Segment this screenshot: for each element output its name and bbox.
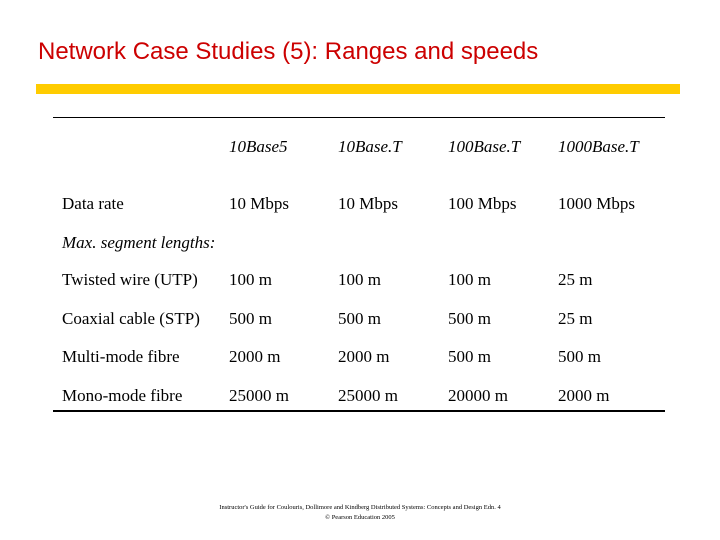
table-cell: 100 m: [448, 270, 491, 289]
section-label-max-segment-lengths: Max. segment lengths:: [62, 233, 216, 252]
table-cell: 500 m: [558, 347, 601, 366]
table-cell: 25 m: [558, 270, 593, 289]
data-rate-cell: 100 Mbps: [448, 194, 517, 213]
row-label-multi-mode-fibre: Multi-mode fibre: [62, 347, 180, 366]
table-cell: 500 m: [338, 309, 381, 328]
column-header-1000baset: 1000Base.T: [558, 137, 639, 156]
row-label-mono-mode-fibre: Mono-mode fibre: [62, 386, 183, 405]
column-header-100baset: 100Base.T: [448, 137, 521, 156]
table-cell: 20000 m: [448, 386, 508, 405]
row-label-coaxial-cable: Coaxial cable (STP): [62, 309, 200, 328]
slide-title: Network Case Studies (5): Ranges and spe…: [38, 38, 539, 65]
table-cell: 500 m: [448, 347, 491, 366]
table-cell: 500 m: [448, 309, 491, 328]
table-bottom-rule: [53, 410, 665, 412]
table-cell: 2000 m: [338, 347, 390, 366]
table-cell: 2000 m: [558, 386, 610, 405]
table-cell: 100 m: [229, 270, 272, 289]
data-rate-cell: 10 Mbps: [229, 194, 289, 213]
table-cell: 2000 m: [229, 347, 281, 366]
table-top-rule-right: [173, 117, 665, 118]
table-cell: 25 m: [558, 309, 593, 328]
column-header-10baset: 10Base.T: [338, 137, 402, 156]
table-cell: 25000 m: [229, 386, 289, 405]
data-rate-cell: 10 Mbps: [338, 194, 398, 213]
table-cell: 500 m: [229, 309, 272, 328]
table-top-rule-left: [53, 117, 173, 118]
row-label-twisted-wire: Twisted wire (UTP): [62, 270, 198, 289]
footer-citation: Instructor's Guide for Coulouris, Dollim…: [219, 504, 501, 511]
row-label-data-rate: Data rate: [62, 194, 124, 213]
column-header-10base5: 10Base5: [229, 137, 288, 156]
table-cell: 25000 m: [338, 386, 398, 405]
table-cell: 100 m: [338, 270, 381, 289]
footer-copyright: © Pearson Education 2005: [325, 514, 395, 521]
title-underline-bar: [36, 84, 680, 94]
data-rate-cell: 1000 Mbps: [558, 194, 635, 213]
